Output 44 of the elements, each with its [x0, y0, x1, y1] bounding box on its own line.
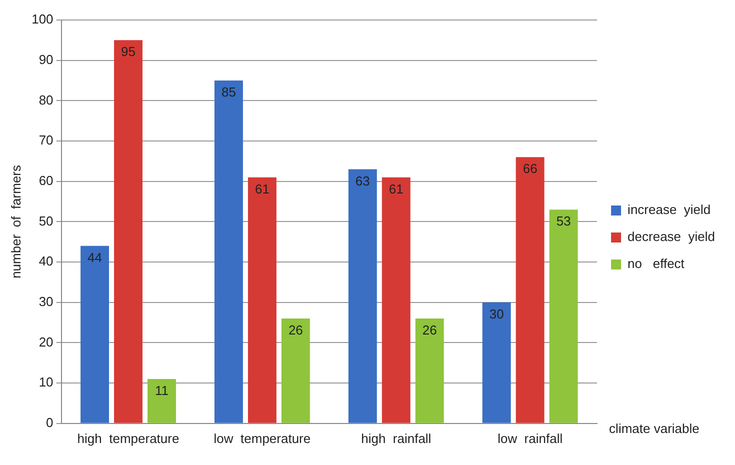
x-tick-label: low rainfall [498, 430, 563, 446]
y-tick-label: 30 [38, 294, 54, 309]
data-label: 26 [288, 322, 303, 338]
data-label: 61 [254, 181, 270, 196]
x-tick-label: high temperature [77, 430, 180, 446]
bar [516, 157, 544, 423]
bar [415, 318, 444, 423]
data-label: 11 [154, 383, 168, 398]
bar [214, 80, 243, 423]
legend-label: decrease yield [628, 229, 716, 244]
y-tick-label: 90 [38, 52, 54, 67]
x-axis-title: climate variable [609, 420, 700, 436]
y-tick-label: 10 [38, 374, 54, 390]
y-tick-label: 70 [38, 132, 54, 148]
y-tick-label: 40 [38, 254, 54, 269]
data-label: 30 [489, 306, 504, 322]
bar [348, 169, 377, 423]
legend-label: no effect [628, 256, 685, 272]
y-axis-title: number of farmers [8, 164, 24, 278]
y-tick-label: 60 [38, 172, 54, 188]
x-tick-label: low temperature [214, 430, 311, 446]
data-label: 85 [221, 84, 236, 100]
data-label: 44 [88, 250, 102, 265]
data-label: 95 [121, 44, 136, 60]
bar [80, 246, 110, 423]
x-tick-label: high rainfall [361, 430, 432, 446]
bar [114, 40, 142, 423]
bar [248, 177, 276, 423]
bar [148, 379, 176, 423]
data-label: 26 [422, 322, 437, 338]
y-tick-label: 100 [32, 12, 54, 27]
y-tick-label: 50 [38, 213, 54, 228]
data-label: 66 [522, 161, 538, 176]
bar [549, 210, 578, 423]
y-tick-label: 0 [46, 414, 54, 430]
data-label: 63 [355, 173, 370, 188]
bar [281, 318, 310, 423]
data-label: 53 [556, 214, 571, 229]
legend-label: increase yield [628, 202, 711, 218]
y-tick-label: 20 [38, 334, 54, 350]
y-tick-label: 80 [38, 92, 54, 108]
bar [482, 302, 511, 423]
data-label: 61 [388, 181, 404, 196]
bar [382, 177, 410, 423]
